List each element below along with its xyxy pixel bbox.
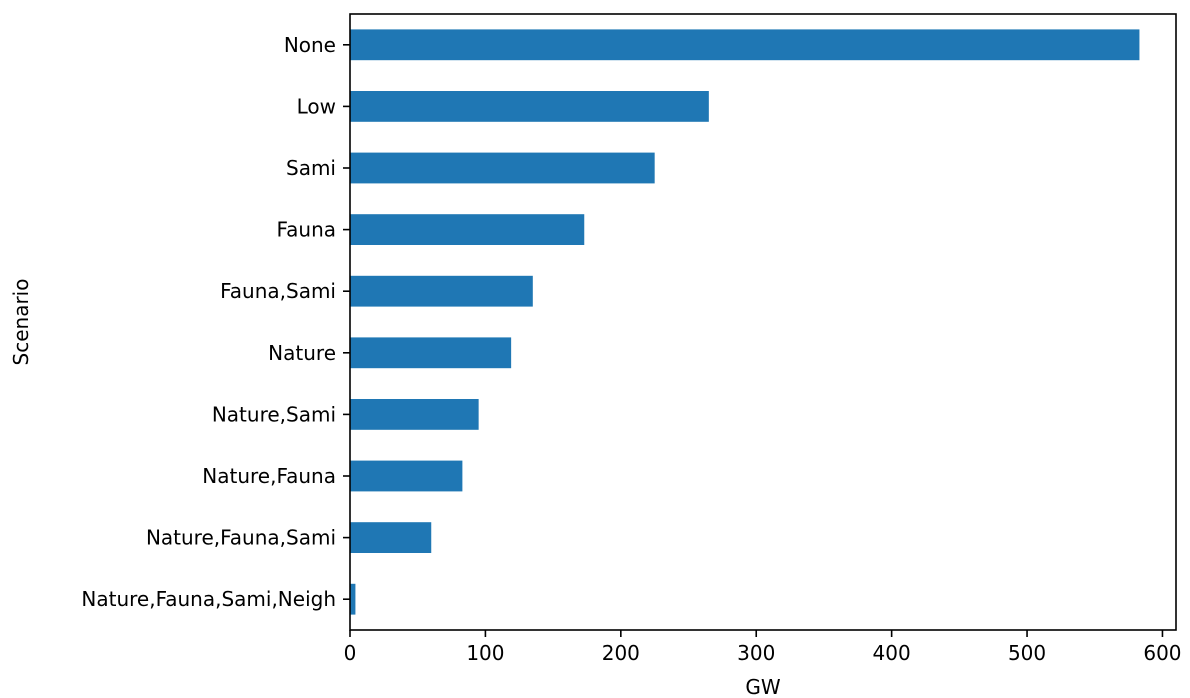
- bar-6: [350, 399, 479, 430]
- plot-frame: [349, 13, 1177, 631]
- bar-5: [350, 337, 512, 369]
- y-tick-label: Nature: [268, 341, 336, 365]
- x-tick-label: 600: [1143, 641, 1181, 665]
- y-tick-label: Sami: [286, 156, 336, 180]
- bar-8: [350, 522, 432, 553]
- y-tick-label: Nature,Sami: [212, 402, 336, 426]
- x-tick-label: 400: [873, 641, 911, 665]
- y-tick-label: Fauna: [276, 218, 336, 242]
- y-tick-label: Nature,Fauna,Sami,Neigh: [81, 587, 336, 611]
- bars-group: [350, 29, 1140, 615]
- y-tick-label: Nature,Fauna,Sami: [146, 526, 336, 550]
- bar-1: [350, 91, 709, 122]
- x-tick-label: 100: [466, 641, 504, 665]
- bar-4: [350, 275, 533, 307]
- x-tick-label: 0: [344, 641, 357, 665]
- y-axis-ticks: None Low Sami Fauna Fauna,Sami Nature Nature,S…: [81, 33, 350, 611]
- bar-9: [350, 583, 356, 615]
- bar-0: [350, 29, 1140, 61]
- x-tick-label: 500: [1008, 641, 1046, 665]
- bar-7: [350, 460, 463, 492]
- y-tick-label: Fauna,Sami: [220, 279, 336, 303]
- x-tick-label: 300: [737, 641, 775, 665]
- bar-2: [350, 152, 655, 184]
- x-axis-ticks: 0 100 200 300 400 500 600: [344, 630, 1182, 665]
- x-tick-label: 200: [602, 641, 640, 665]
- y-axis-label: Scenario: [9, 279, 33, 366]
- y-tick-label: Low: [297, 94, 336, 118]
- y-tick-label: None: [284, 33, 336, 57]
- y-tick-label: Nature,Fauna: [202, 464, 336, 488]
- x-axis-label: GW: [745, 675, 780, 698]
- bar-3: [350, 214, 585, 245]
